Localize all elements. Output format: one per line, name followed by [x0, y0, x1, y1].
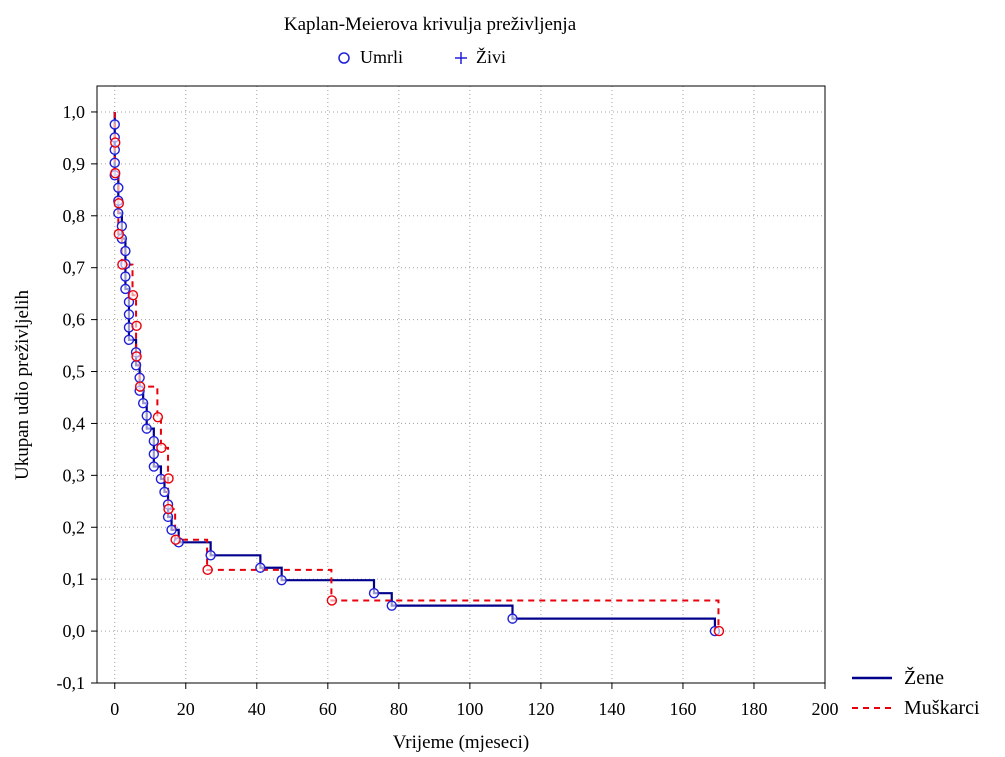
x-tick-label: 140: [598, 699, 625, 719]
event-marker: [120, 271, 131, 282]
series-line-zene: [113, 111, 717, 632]
event-marker: [170, 534, 181, 545]
y-tick-label: 1,0: [63, 102, 86, 122]
x-axis-label: Vrijeme (mjeseci): [393, 732, 530, 753]
y-tick-label: 0,9: [63, 154, 86, 174]
event-markers: [109, 119, 725, 637]
event-marker: [202, 564, 213, 576]
event-marker: [507, 613, 518, 624]
event-marker: [123, 309, 135, 320]
x-tick-label: 100: [456, 699, 483, 719]
y-tick-label: 0,3: [63, 465, 86, 485]
event-marker: [130, 360, 142, 371]
legend-muskarci-label: Muškarci: [904, 697, 980, 719]
event-marker: [141, 423, 152, 434]
event-marker: [131, 320, 142, 332]
y-tick-label: -0,1: [57, 673, 86, 693]
event-marker: [713, 625, 725, 637]
y-axis-label: Ukupan udio preživljelih: [12, 290, 33, 480]
x-tick-label: 160: [669, 699, 696, 719]
event-marker: [110, 137, 121, 148]
x-tick-label: 40: [248, 699, 266, 719]
x-tick-label: 60: [319, 699, 337, 719]
event-marker: [113, 207, 124, 219]
event-marker: [148, 435, 160, 447]
x-tick-label: 200: [812, 699, 839, 719]
event-marker: [163, 503, 174, 515]
y-tick-label: 0,4: [63, 413, 86, 433]
event-marker: [134, 381, 146, 392]
event-marker: [148, 448, 160, 460]
chart-title: Kaplan-Meierova krivulja preživljenja: [284, 14, 577, 35]
event-marker: [131, 351, 142, 362]
y-tick-label: 0,0: [63, 621, 86, 641]
marker-legend: Umrli Živi: [338, 46, 506, 67]
event-marker: [137, 397, 149, 409]
y-axis-ticks: -0,1 0,0 0,1 0,2 0,3 0,4 0,5 0,6 0,7 0,8 0,9 1,0: [57, 102, 97, 693]
x-tick-label: 80: [390, 699, 408, 719]
legend-plus-icon: [455, 52, 467, 64]
x-tick-label: 180: [740, 699, 767, 719]
gridlines: [97, 86, 826, 684]
y-tick-label: 0,7: [63, 258, 86, 278]
event-marker: [156, 442, 167, 454]
event-marker: [134, 372, 145, 383]
event-marker: [127, 290, 139, 301]
event-marker: [113, 228, 125, 240]
legend-circle-icon: [338, 52, 350, 64]
x-tick-label: 120: [527, 699, 554, 719]
legend-umrli-label: Umrli: [360, 47, 403, 67]
event-marker: [120, 283, 131, 295]
event-marker: [109, 119, 120, 130]
event-marker: [152, 412, 164, 423]
plot-frame: [96, 85, 826, 684]
event-marker: [276, 575, 287, 586]
x-tick-label: 0: [110, 699, 119, 719]
event-marker: [141, 410, 152, 421]
y-tick-label: 0,2: [63, 517, 86, 537]
series-legend: Žene Muškarci: [852, 666, 980, 719]
event-marker: [159, 486, 170, 498]
y-tick-label: 0,5: [63, 362, 86, 382]
event-marker: [110, 168, 121, 179]
event-marker: [113, 182, 124, 193]
event-marker: [166, 524, 177, 536]
event-marker: [148, 461, 160, 472]
event-marker: [326, 595, 338, 606]
event-marker: [205, 550, 216, 561]
series-line-muskarci: [113, 111, 720, 632]
event-marker: [163, 473, 174, 484]
event-marker: [255, 562, 266, 573]
x-tick-label: 20: [177, 699, 195, 719]
legend-zivi-label: Živi: [476, 46, 506, 67]
event-marker: [117, 259, 128, 270]
event-marker: [113, 198, 125, 209]
x-axis-ticks: 0 20 40 60 80 100 120 140 160 180 200: [110, 683, 839, 719]
event-marker: [120, 245, 131, 257]
event-marker: [109, 157, 120, 169]
event-marker: [368, 587, 380, 599]
legend-zene-label: Žene: [904, 666, 944, 689]
y-tick-label: 0,6: [63, 310, 86, 330]
y-tick-label: 0,8: [63, 206, 86, 226]
event-marker: [386, 600, 397, 611]
event-marker: [123, 334, 135, 346]
y-tick-label: 0,1: [63, 569, 86, 589]
